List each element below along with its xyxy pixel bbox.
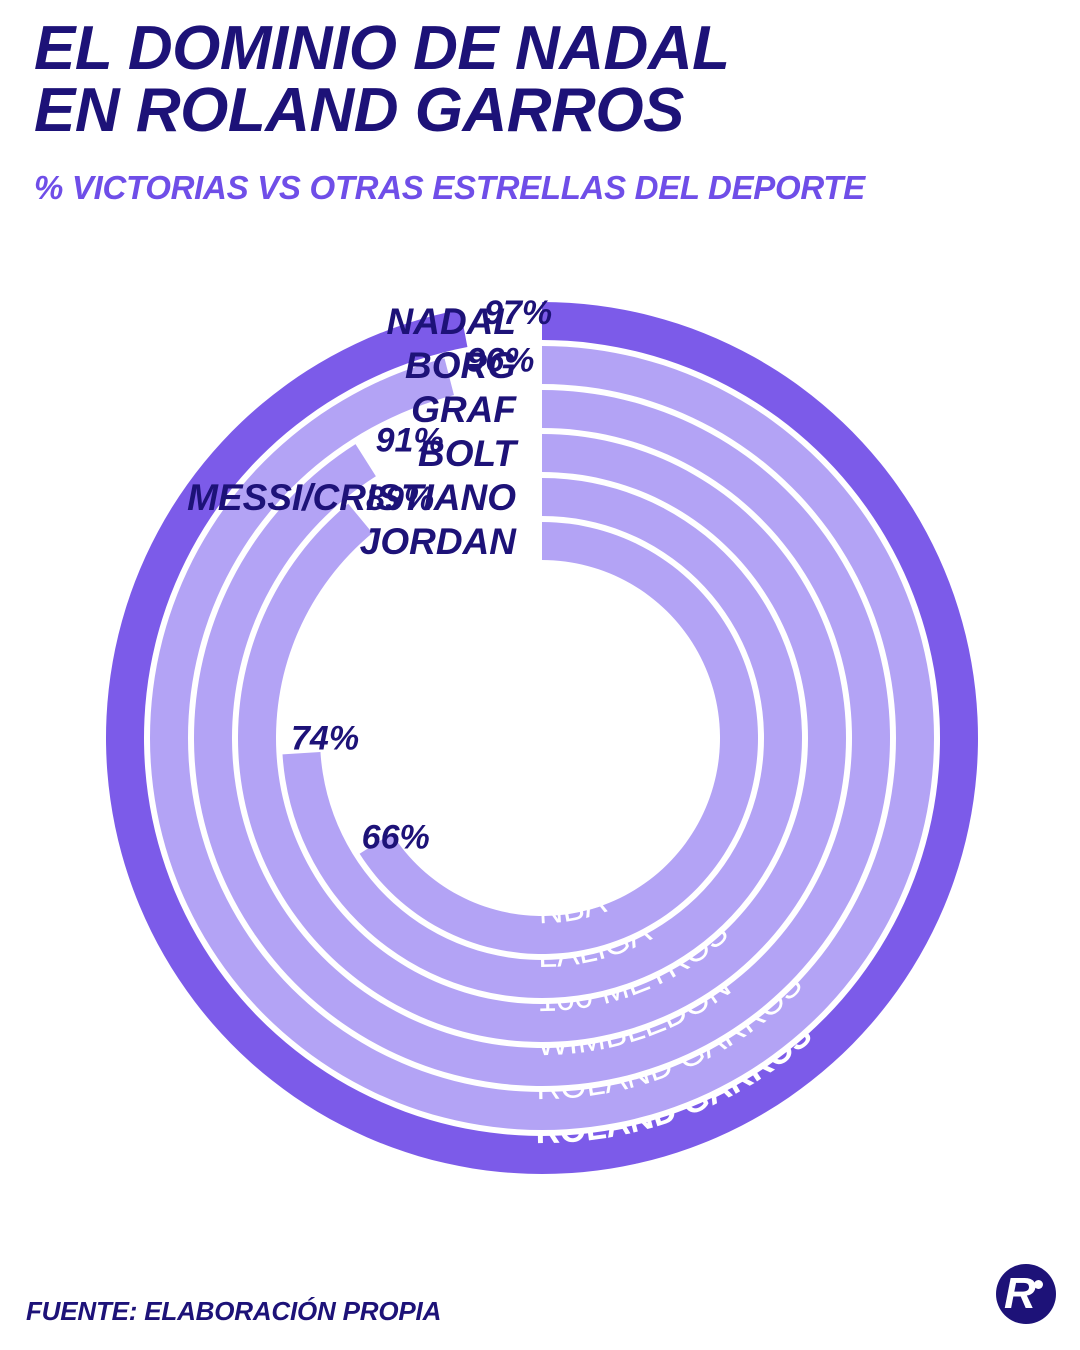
value-label-5: 66% [362, 819, 430, 857]
logo-letter: R [1004, 1269, 1036, 1318]
athlete-label-1: BORG [405, 345, 516, 386]
athlete-label-3: BOLT [418, 433, 519, 474]
value-label-2: 91% [376, 422, 444, 460]
value-label-0: 97% [484, 294, 552, 332]
bar-5 [359, 522, 758, 955]
athlete-label-5: JORDAN [360, 521, 518, 562]
r-logo-icon: R [996, 1264, 1056, 1324]
chart-title: EL DOMINIO DE NADAL EN ROLAND GARROS [34, 18, 730, 145]
logo-dot [1034, 1280, 1043, 1289]
source-note: FUENTE: ELABORACIÓN PROPIA [26, 1296, 442, 1326]
value-label-4: 74% [291, 720, 359, 758]
title-line-1: EL DOMINIO DE NADAL [34, 14, 730, 83]
athlete-label-0: NADAL [387, 301, 516, 342]
athlete-label-4: MESSI/CRISTIANO [187, 477, 516, 518]
title-line-2: EN ROLAND GARROS [34, 76, 684, 145]
value-label-3: 89% [366, 480, 434, 518]
value-label-1: 96% [466, 342, 534, 380]
chart-subtitle: % VICTORIAS VS OTRAS ESTRELLAS DEL DEPOR… [34, 169, 865, 206]
athlete-label-2: GRAF [411, 389, 517, 430]
